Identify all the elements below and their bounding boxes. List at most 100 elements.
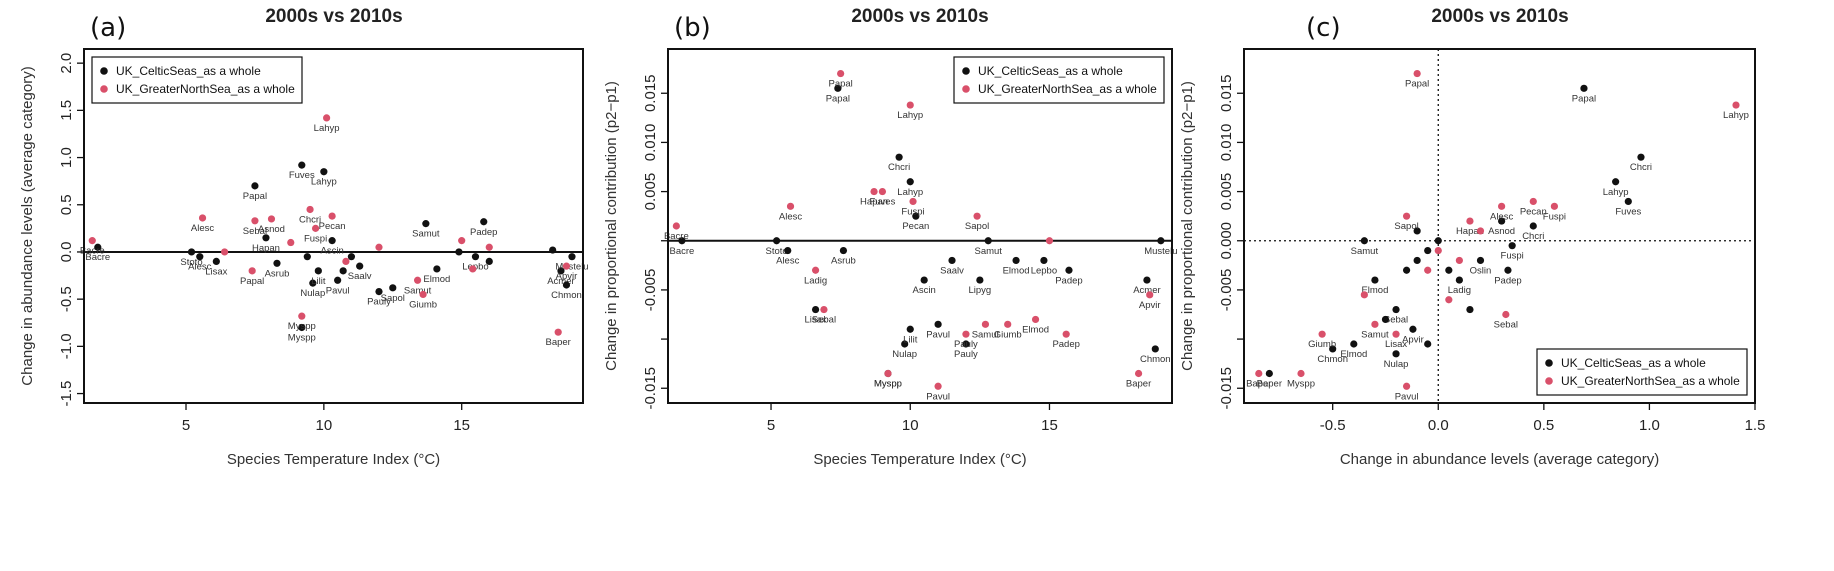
y-axis-title: Change in proportional contribution (p2−… bbox=[1179, 81, 1196, 371]
data-point bbox=[1392, 330, 1400, 338]
data-point bbox=[262, 234, 270, 242]
point-label: Giumb bbox=[409, 299, 437, 310]
point-label: Lahyp bbox=[897, 110, 923, 121]
data-point bbox=[320, 168, 328, 176]
data-point bbox=[1157, 237, 1165, 245]
legend-label-northsea: UK_GreaterNorthSea_as a whole bbox=[978, 82, 1157, 96]
data-point bbox=[786, 202, 795, 210]
data-point bbox=[820, 305, 828, 314]
data-point bbox=[433, 265, 441, 273]
data-point bbox=[298, 161, 306, 169]
data-point bbox=[1040, 256, 1048, 265]
point-label: Sebal bbox=[1384, 315, 1408, 326]
point-label: Padep bbox=[1055, 275, 1082, 286]
data-point bbox=[273, 259, 281, 267]
point-label: Pecan bbox=[319, 221, 346, 232]
data-point bbox=[1413, 256, 1421, 265]
series-northsea: BacreAlescLadigSebalPapalHapanFuvesLahyp… bbox=[664, 69, 1161, 402]
data-point bbox=[1508, 242, 1516, 250]
data-point bbox=[811, 266, 820, 274]
y-tick-label: -1.5 bbox=[58, 381, 75, 407]
point-label: Alesc bbox=[188, 262, 211, 273]
y-tick-label: -0.5 bbox=[58, 286, 75, 312]
point-label: Sapol bbox=[1394, 221, 1418, 232]
y-tick-label: 0.010 bbox=[1218, 124, 1235, 162]
x-tick-label: 15 bbox=[1041, 417, 1058, 434]
point-label: Papal bbox=[828, 79, 852, 90]
point-label: Lipyg bbox=[969, 285, 992, 296]
data-point bbox=[1031, 315, 1040, 324]
point-label: Pauly bbox=[954, 349, 978, 360]
y-tick-label: 2.0 bbox=[58, 53, 75, 74]
y-tick-label: 0.005 bbox=[642, 173, 659, 211]
legend-label-celtic: UK_CelticSeas_as a whole bbox=[978, 64, 1123, 78]
point-label: Padep bbox=[470, 227, 497, 238]
point-label: Nulap bbox=[300, 288, 325, 299]
data-point bbox=[909, 197, 917, 206]
data-point bbox=[976, 276, 984, 284]
data-point bbox=[1371, 276, 1379, 284]
panel-label: (b) bbox=[674, 13, 711, 43]
point-label: Lahyp bbox=[314, 123, 340, 134]
point-label: Myspp bbox=[1287, 379, 1315, 390]
y-tick-label: 1.0 bbox=[58, 147, 75, 168]
data-point bbox=[1413, 227, 1421, 235]
data-point bbox=[1445, 266, 1453, 274]
point-label: Papal bbox=[243, 191, 267, 202]
data-point bbox=[1134, 369, 1143, 378]
data-point bbox=[962, 330, 970, 338]
series-northsea: PapalLahypFuspiPecanAlescHapanSapolSebal… bbox=[1246, 69, 1749, 402]
point-label: Asnod bbox=[1488, 226, 1515, 237]
point-label: Lisax bbox=[804, 315, 826, 326]
y-tick-label: -0.005 bbox=[1218, 269, 1235, 312]
data-point bbox=[248, 267, 256, 275]
x-axis-title: Species Temperature Index (°C) bbox=[227, 451, 440, 468]
point-label: Chcri bbox=[1630, 162, 1652, 173]
data-point bbox=[221, 248, 229, 256]
data-point bbox=[198, 214, 207, 222]
point-label: Fuspi bbox=[304, 233, 327, 244]
data-point bbox=[1612, 178, 1620, 186]
data-point bbox=[1381, 315, 1390, 324]
point-label: Sebal bbox=[243, 226, 267, 237]
data-point bbox=[895, 153, 903, 161]
data-point bbox=[187, 248, 196, 256]
point-label: Saalv bbox=[348, 271, 372, 282]
data-point bbox=[811, 305, 820, 314]
point-label: Hapan bbox=[252, 243, 280, 254]
legend: UK_CelticSeas_as a whole UK_GreaterNorthS… bbox=[1536, 348, 1748, 396]
point-label: Mustelu bbox=[1144, 246, 1177, 257]
data-point bbox=[1424, 246, 1432, 255]
point-label: Acmer bbox=[1133, 285, 1160, 296]
point-label: Fuspi bbox=[1543, 211, 1566, 222]
point-label: Bacre bbox=[80, 246, 105, 257]
point-label: Pauly bbox=[954, 339, 978, 350]
point-label: Sebal bbox=[1494, 320, 1518, 331]
data-point bbox=[784, 246, 792, 255]
point-label: Papal bbox=[1405, 79, 1429, 90]
data-point bbox=[287, 238, 295, 247]
y-tick-label: 0.015 bbox=[642, 74, 659, 112]
point-label: Stoto bbox=[180, 257, 202, 268]
data-point bbox=[212, 257, 220, 265]
point-label: Saalv bbox=[940, 265, 964, 276]
chart-title: 2000s vs 2010s bbox=[265, 6, 402, 27]
y-tick-label: 0.0 bbox=[58, 242, 75, 263]
point-label: Chmon bbox=[1140, 354, 1171, 365]
data-point bbox=[984, 237, 992, 245]
point-label: Alesc bbox=[191, 223, 214, 234]
point-label: Chmon bbox=[1317, 354, 1348, 365]
point-label: Elmod bbox=[1022, 324, 1049, 335]
data-point bbox=[1409, 325, 1417, 333]
y-tick-label: -1.0 bbox=[58, 333, 75, 359]
point-label: Samut bbox=[1361, 329, 1389, 340]
point-label: Baper bbox=[546, 337, 571, 348]
point-label: Lahyp bbox=[897, 187, 923, 198]
data-point bbox=[328, 237, 336, 245]
data-point bbox=[839, 246, 848, 255]
point-label: Lahyp bbox=[1723, 110, 1749, 121]
legend-box bbox=[953, 56, 1165, 104]
point-label: Apvir bbox=[556, 271, 578, 282]
data-point bbox=[1143, 276, 1151, 284]
